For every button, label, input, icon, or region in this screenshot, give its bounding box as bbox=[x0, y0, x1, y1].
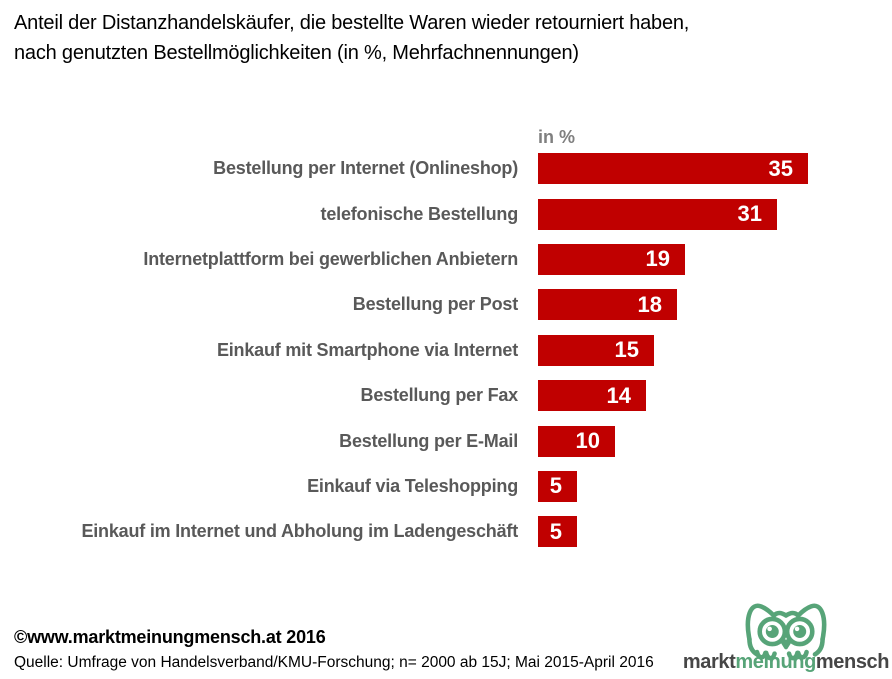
bar: 31 bbox=[538, 198, 777, 230]
bar-value: 14 bbox=[606, 382, 631, 408]
bar-row: Internetplattform bei gewerblichen Anbie… bbox=[0, 237, 892, 282]
bar-value: 5 bbox=[549, 518, 562, 544]
bar-value: 18 bbox=[637, 291, 662, 317]
logo-text-meinung: meinung bbox=[735, 651, 816, 673]
unit-label: in % bbox=[538, 127, 576, 147]
category-label: Bestellung per E-Mail bbox=[339, 430, 518, 451]
copyright-text: ©www.marktmeinungmensch.at 2016 bbox=[14, 627, 326, 647]
category-label: telefonische Bestellung bbox=[320, 203, 519, 224]
category-label: Bestellung per Fax bbox=[360, 385, 519, 406]
bar: 5 bbox=[538, 470, 577, 502]
chart-title-line1: Anteil der Distanzhandelskäufer, die bes… bbox=[14, 12, 690, 34]
category-label: Einkauf im Internet und Abholung im Lade… bbox=[81, 521, 518, 542]
category-label: Internetplattform bei gewerblichen Anbie… bbox=[143, 248, 518, 269]
bar: 14 bbox=[538, 380, 646, 412]
bar-value: 5 bbox=[549, 473, 562, 499]
category-label: Bestellung per Internet (Onlineshop) bbox=[213, 158, 518, 179]
bar-row: Bestellung per Internet (Onlineshop) 35 bbox=[0, 146, 892, 191]
bar: 19 bbox=[538, 243, 685, 275]
bar-row: Bestellung per E-Mail 10 bbox=[0, 418, 892, 463]
chart-title-line2: nach genutzten Bestellmöglichkeiten (in … bbox=[14, 42, 579, 64]
bar-row: Bestellung per Fax 14 bbox=[0, 373, 892, 418]
chart-title: Anteil der Distanzhandelskäufer, die bes… bbox=[14, 8, 874, 68]
bar-row: Einkauf via Teleshopping 5 bbox=[0, 464, 892, 509]
category-label: Einkauf via Teleshopping bbox=[307, 475, 518, 496]
bar-value: 35 bbox=[768, 155, 793, 181]
logo-text-markt: markt bbox=[682, 651, 736, 673]
owl-icon bbox=[745, 603, 827, 661]
bar: 35 bbox=[538, 153, 808, 185]
category-label: Einkauf mit Smartphone via Internet bbox=[216, 339, 518, 360]
bar-row: Einkauf mit Smartphone via Internet 15 bbox=[0, 328, 892, 373]
bar-value: 15 bbox=[614, 337, 639, 363]
logo-text: marktmeinungmensch bbox=[680, 651, 892, 673]
bar-chart: Bestellung per Internet (Onlineshop) 35 te… bbox=[0, 146, 892, 555]
bar: 5 bbox=[538, 516, 577, 548]
logo-text-mensch: mensch bbox=[815, 651, 890, 673]
bar: 15 bbox=[538, 334, 654, 366]
bar-value: 31 bbox=[737, 201, 762, 227]
bar: 10 bbox=[538, 425, 615, 457]
bar-value: 19 bbox=[645, 246, 670, 272]
category-label: Bestellung per Post bbox=[352, 294, 518, 315]
logo: marktmeinungmensch bbox=[680, 598, 892, 673]
bar: 18 bbox=[538, 289, 677, 321]
source-text: Quelle: Umfrage von Handelsverband/KMU-F… bbox=[14, 654, 654, 671]
bar-row: Bestellung per Post 18 bbox=[0, 282, 892, 327]
bar-row: Einkauf im Internet und Abholung im Lade… bbox=[0, 509, 892, 554]
bar-value: 10 bbox=[575, 428, 600, 454]
bar-row: telefonische Bestellung 31 bbox=[0, 191, 892, 236]
